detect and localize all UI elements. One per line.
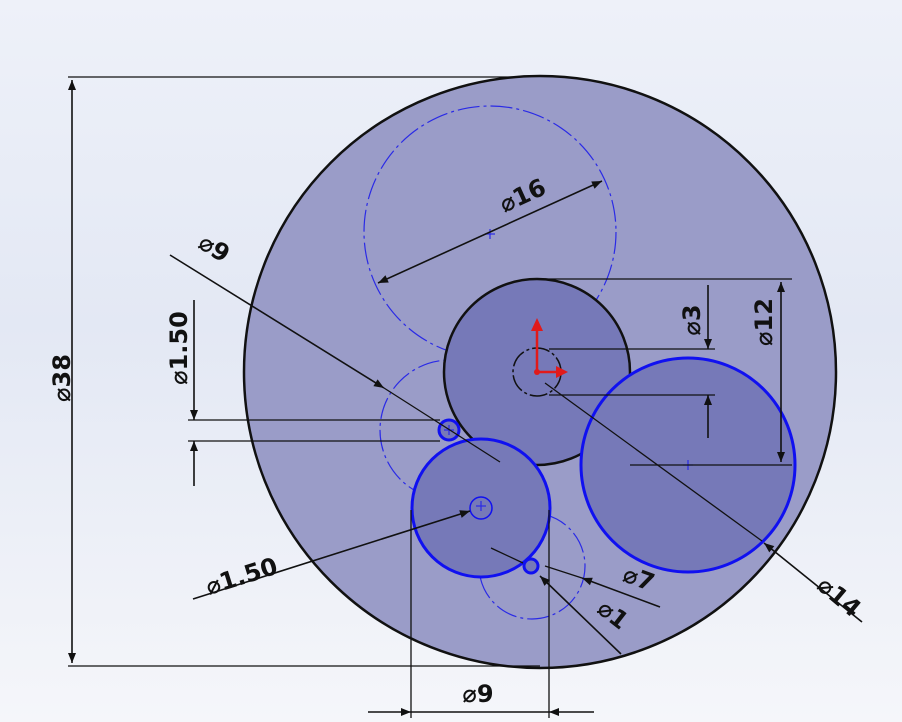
dim-label-d3: ⌀3 bbox=[678, 304, 706, 335]
dimension-d9-bottom[interactable]: ⌀9 bbox=[368, 510, 594, 718]
dimension-d38[interactable]: ⌀38 bbox=[48, 76, 540, 667]
dim-label-d38: ⌀38 bbox=[48, 354, 76, 402]
origin-axes-icon[interactable] bbox=[531, 318, 568, 378]
dim-label-d1-50-top: ⌀1.50 bbox=[165, 311, 193, 385]
dimension-d1-50-top[interactable]: ⌀1.50 bbox=[165, 300, 440, 486]
dim-label-d14: ⌀14 bbox=[812, 571, 867, 623]
small-hole-d1-50-bottom[interactable] bbox=[469, 496, 493, 520]
dim-label-d9-left: ⌀9 bbox=[194, 228, 235, 268]
dim-label-d9-bottom: ⌀9 bbox=[462, 680, 493, 708]
small-hole-d1[interactable] bbox=[522, 557, 540, 575]
construction-circle-d16[interactable] bbox=[363, 105, 617, 359]
dimension-d12[interactable]: ⌀12 bbox=[537, 278, 792, 466]
dim-label-d1-50-bottom: ⌀1.50 bbox=[202, 552, 281, 601]
dimension-d3[interactable]: ⌀3 bbox=[549, 285, 715, 438]
dim-label-d12: ⌀12 bbox=[750, 298, 778, 346]
